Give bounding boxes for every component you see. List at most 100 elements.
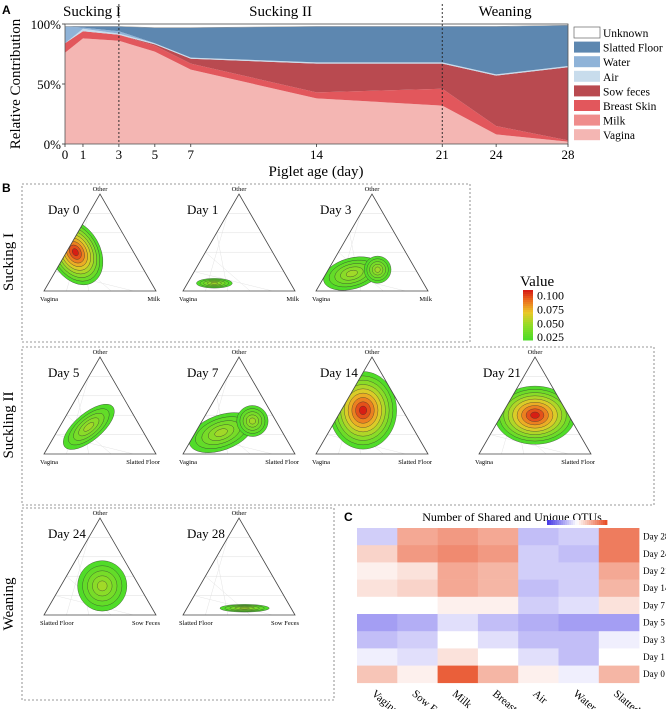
scale-step (591, 520, 594, 525)
ternary-day-0: Day 0 Other Vagina Milk (40, 186, 161, 303)
density-contour (530, 411, 540, 419)
heatmap-cell (437, 562, 479, 580)
heatmap-row-label: Day 21 (643, 566, 666, 576)
panel-c-heatmap: Number of Shared and Unique OTUs 012000 … (357, 510, 666, 709)
density-contour (83, 422, 95, 432)
ternary-right-label: Slatted Floor (398, 459, 433, 466)
colorbar-step (523, 298, 533, 301)
colorbar-step (523, 292, 533, 295)
heatmap-cell (558, 579, 600, 598)
colorbar-step (523, 316, 533, 319)
scale-step (553, 520, 556, 525)
y-tick-label: 0% (44, 137, 62, 152)
x-tick-label: 24 (490, 147, 504, 162)
heatmap-cell (598, 579, 640, 598)
x-axis-ticks: 0 1 3 5 7 14 21 24 28 (62, 144, 575, 162)
legend-label-vagina: Vagina (603, 130, 635, 142)
heatmap-cell (477, 596, 519, 615)
colorbar-step (523, 320, 533, 323)
scale-step (585, 520, 588, 525)
colorbar-step (523, 336, 533, 339)
legend-label-air: Air (603, 72, 619, 84)
heatmap-row-label: Day 24 (643, 549, 666, 559)
colorbar-title: Value (520, 274, 554, 290)
heatmap-cell (558, 562, 600, 580)
y-axis-ticks: 0% 50% 100% (31, 17, 65, 152)
heatmap-cell (437, 545, 479, 563)
group-box-suckling-2 (21, 346, 655, 506)
heatmap-cell (437, 648, 479, 666)
heatmap-cell (598, 545, 640, 563)
x-tick-label: 5 (152, 147, 159, 162)
heatmap-cell (397, 528, 438, 546)
ternary-left-label: Vagina (312, 296, 330, 303)
area-layers (64, 23, 569, 144)
ternary-grid-line (490, 434, 569, 455)
density-contours (323, 255, 392, 291)
colorbar-step (523, 306, 533, 309)
heatmap-row-label: Day 28 (643, 532, 666, 542)
panel-b-ternary-plots: Sucking I Suckling II Weaning Day 0 Other… (1, 183, 655, 701)
legend-swatch-air (574, 70, 600, 82)
ternary-right-label: Slatted Floor (126, 459, 161, 466)
heatmap-row-label: Day 1 (643, 652, 665, 662)
density-contours (77, 560, 128, 612)
scale-step (579, 520, 582, 525)
scale-step (597, 520, 600, 525)
heatmap-cell (397, 579, 438, 598)
area-water (65, 26, 568, 75)
heatmap-cell (437, 528, 479, 546)
ternary-day-label: Day 21 (483, 365, 521, 380)
density-contour (374, 266, 381, 273)
legend-label-milk: Milk (603, 116, 626, 128)
colorbar-step (523, 330, 533, 333)
heatmap-row-label: Day 14 (643, 583, 666, 593)
density-contours (219, 604, 270, 613)
ternary-day-24: Day 24 Other Slatted Floor Sow Feces (40, 510, 160, 627)
area-breast-skin (65, 31, 568, 142)
legend-swatch-breast-skin (574, 100, 600, 111)
x-tick-label: 1 (80, 147, 87, 162)
ternary-frame (182, 193, 296, 292)
heatmap-cell (477, 579, 519, 598)
ternary-right-label: Milk (286, 296, 299, 303)
density-contour (214, 428, 228, 437)
colorbar-step (523, 314, 533, 317)
legend-swatch-slatted-floor (574, 41, 600, 53)
heatmap-col-label: Air (530, 688, 549, 707)
colorbar-step (523, 304, 533, 307)
panel-c-label: C (344, 510, 353, 524)
colorbar-step (523, 318, 533, 321)
heatmap-cell (397, 545, 438, 563)
ternary-left-label: Vagina (179, 296, 197, 303)
phase-label-weaning: Weaning (479, 4, 532, 20)
ternary-frame (43, 193, 157, 292)
x-tick-label: 21 (436, 147, 449, 162)
scale-step (583, 520, 586, 525)
ternary-right-label: Slatted Floor (265, 459, 300, 466)
density-contours (196, 278, 233, 289)
heatmap-cell (397, 596, 438, 615)
scale-step (575, 520, 578, 525)
heatmap-cell (598, 596, 640, 615)
ternary-left-label: Vagina (40, 459, 58, 466)
heatmap-cell (598, 631, 640, 649)
heatmap-cell (518, 648, 559, 666)
ternary-frame (315, 193, 429, 292)
ternary-grid-line (194, 271, 273, 292)
ternary-right-label: Sow Feces (271, 620, 299, 627)
scale-step (599, 520, 602, 525)
area-air (65, 28, 568, 76)
heatmap-scale: 012000 (546, 520, 614, 534)
ternary-left-label: Slatted Floor (179, 620, 214, 627)
heatmap-cell (437, 665, 479, 684)
colorbar-step (523, 294, 533, 297)
scale-step (561, 520, 564, 525)
heatmap-cell (397, 631, 438, 649)
heatmap-cell (357, 562, 398, 580)
heatmap-cell (357, 528, 398, 546)
heatmap-cell (357, 545, 398, 563)
ternary-day-14: Day 14 Other Vagina Slatted Floor (312, 349, 433, 466)
